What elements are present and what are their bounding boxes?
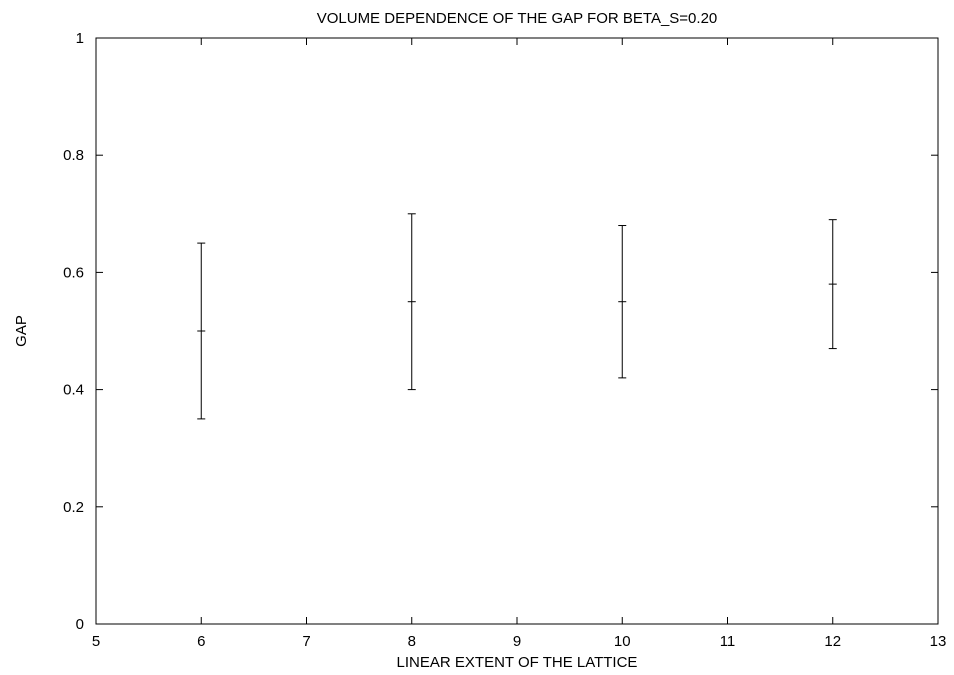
y-tick-label: 0.2 [63,499,84,516]
x-axis-label: LINEAR EXTENT OF THE LATTICE [397,654,638,671]
y-tick-label: 0.8 [63,147,84,164]
y-tick-label: 0 [76,616,84,633]
x-tick-label: 6 [197,633,205,650]
x-tick-label: 12 [824,633,841,650]
y-tick-label: 0.6 [63,264,84,281]
x-tick-label: 5 [92,633,100,650]
error-bar-point [197,242,206,420]
y-axis-label: GAP [13,315,30,347]
x-tick-label: 11 [720,633,736,650]
y-axis-ticks: 0 0.2 0.4 0.6 0.8 1 [63,30,938,633]
x-axis-ticks: 5 6 7 8 9 10 11 12 13 [92,38,947,650]
error-bar-point [407,213,416,391]
error-bar-point [828,219,837,350]
x-tick-label: 9 [513,633,521,650]
plot-frame [95,37,939,625]
x-tick-label: 13 [930,633,947,650]
x-tick-label: 8 [408,633,416,650]
x-tick-label: 7 [302,633,310,650]
error-bar-series [197,213,837,420]
y-tick-label: 1 [76,30,84,47]
error-bar-point [618,225,627,379]
x-tick-label: 10 [614,633,631,650]
chart-title: VOLUME DEPENDENCE OF THE GAP FOR BETA_S=… [317,10,718,27]
y-tick-label: 0.4 [63,382,84,399]
